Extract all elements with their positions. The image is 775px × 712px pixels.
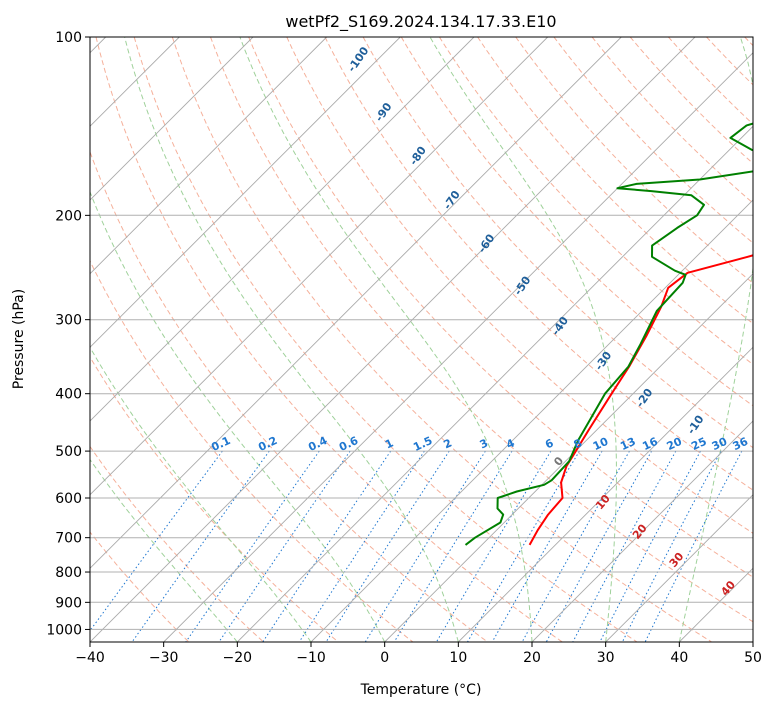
dry-adiabat-line (0, 37, 338, 642)
dry-adiabat-label: -10 (685, 413, 707, 437)
dry-adiabat-label: -60 (475, 231, 497, 255)
y-tick-label: 1000 (46, 622, 82, 638)
x-tick-label: 10 (449, 650, 467, 666)
dry-adiabat-line (592, 37, 775, 642)
isotherm-line (0, 37, 548, 642)
mixing-ratio-label: 4 (504, 436, 517, 451)
moist-adiabat-line (0, 37, 237, 642)
y-tick-label: 600 (55, 491, 82, 507)
dry-adiabat-label: -50 (511, 274, 533, 298)
y-tick-label: 100 (55, 30, 82, 46)
x-tick-label: −30 (149, 650, 179, 666)
isotherm-line (90, 37, 695, 642)
dry-adiabat-label: -90 (373, 100, 395, 124)
temperature-profile-line (530, 37, 775, 545)
x-tick-label: 20 (523, 650, 541, 666)
mixing-ratio-line (263, 451, 391, 642)
isotherm-line (237, 37, 775, 642)
x-axis-label: Temperature (°C) (360, 682, 482, 698)
isotherm-line (0, 37, 253, 642)
dry-adiabat-line (20, 37, 413, 642)
mixing-ratio-label: 13 (618, 435, 637, 453)
mixing-ratio-label: 6 (543, 436, 556, 451)
moist-adiabat-line (679, 37, 760, 642)
x-tick-label: −40 (75, 650, 105, 666)
mixing-ratio-line (573, 451, 676, 642)
y-tick-label: 700 (55, 531, 82, 547)
isotherm-line (311, 37, 775, 642)
dry-adiabat-line (707, 37, 775, 642)
dry-adiabat-line (0, 37, 264, 642)
isotherm-line (0, 37, 400, 642)
chart-title: wetPf2_S169.2024.134.17.33.E10 (285, 12, 556, 32)
dry-adiabat-line (745, 37, 775, 642)
dry-adiabat-label: -40 (549, 314, 571, 338)
x-axis-ticks: −40 −30 −20 −10 0 10 20 30 40 50 (75, 642, 762, 666)
y-tick-label: 400 (55, 387, 82, 403)
isotherm-line (679, 37, 775, 642)
y-tick-label: 200 (55, 208, 82, 224)
isotherm-line (458, 37, 775, 642)
isotherm-line (385, 37, 775, 642)
dry-adiabat-line (172, 37, 711, 642)
mixing-ratio-line (299, 451, 424, 642)
mixing-ratio-label: 30 (710, 435, 730, 453)
isotherm-line (532, 37, 775, 642)
y-tick-label: 300 (55, 313, 82, 329)
x-tick-label: 50 (744, 650, 762, 666)
mixing-ratio-label: 2 (442, 436, 454, 451)
mixing-ratio-line (600, 451, 701, 642)
x-tick-label: 30 (597, 650, 615, 666)
dry-adiabat-line (668, 37, 775, 642)
dry-adiabat-label: -80 (407, 144, 429, 168)
mixing-ratio-label: 36 (731, 435, 751, 453)
dry-adiabat-label: -30 (592, 349, 614, 373)
x-tick-label: −10 (296, 650, 326, 666)
y-axis-label: Pressure (hPa) (11, 289, 27, 389)
dry-adiabat-line (0, 37, 189, 642)
dry-adiabat-line (363, 37, 775, 642)
mixing-ratio-line (522, 451, 629, 642)
x-tick-label: 40 (670, 650, 688, 666)
wet-adiabat-label: 30 (667, 550, 687, 570)
mixing-ratio-line (132, 451, 269, 642)
moist-adiabat-line (0, 37, 311, 642)
y-tick-label: 900 (55, 595, 82, 611)
x-tick-label: −20 (223, 650, 253, 666)
plot-frame (90, 37, 753, 642)
y-axis-ticks: 100 200 300 400 500 600 700 800 900 1000 (46, 30, 90, 638)
mixing-ratio-line (436, 451, 551, 642)
wet-adiabat-label: 40 (718, 578, 738, 598)
x-tick-label: 0 (380, 650, 389, 666)
isotherm-line (753, 37, 775, 642)
isotherms (0, 37, 775, 642)
isobars (90, 37, 753, 629)
mixing-ratio-line (622, 451, 721, 642)
isotherm-line (0, 37, 474, 642)
moist-adiabat-line (125, 37, 459, 642)
y-tick-label: 500 (55, 444, 82, 460)
dry-adiabats (0, 37, 775, 642)
isotherm-line (16, 37, 621, 642)
y-tick-label: 800 (55, 565, 82, 581)
mixing-ratio-label: 20 (665, 435, 685, 453)
mixing-ratio-label: 10 (591, 435, 611, 453)
dry-adiabat-line (58, 37, 488, 642)
dry-adiabat-label: -70 (441, 188, 463, 212)
isotherm-line (0, 37, 327, 642)
wet-adiabat-label: 20 (630, 521, 650, 541)
wet-adiabat-label: 10 (593, 492, 613, 512)
mixing-ratio-line (326, 451, 449, 642)
dry-adiabat-line (134, 37, 637, 642)
mixing-ratio-label: 25 (689, 435, 708, 453)
mixing-ratio-label: 16 (640, 435, 660, 453)
